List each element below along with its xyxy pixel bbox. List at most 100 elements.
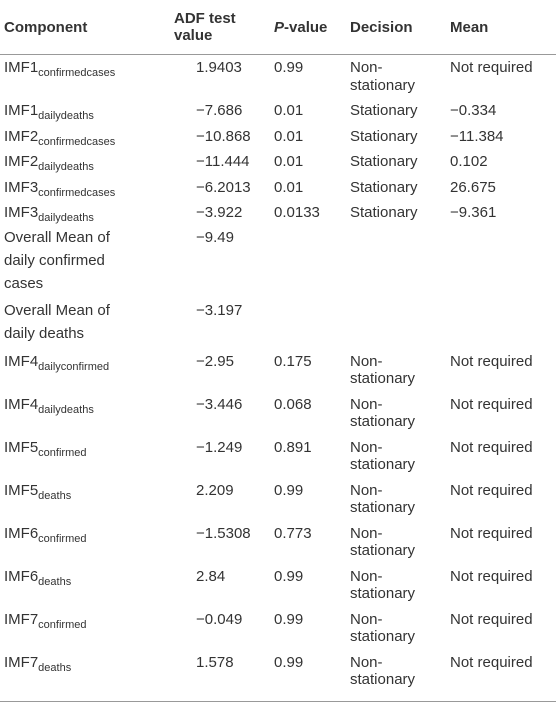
table-row: IMF2dailydeaths −11.444 0.01 Stationary 0.10…: [0, 149, 556, 175]
table-cell: Non-stationary: [350, 610, 416, 646]
component-name: IMF6: [4, 567, 39, 585]
component-name: IMF2: [4, 127, 39, 145]
table-cell: [346, 299, 446, 349]
table-cell: 0.99: [274, 567, 304, 585]
header-cell: Component: [0, 0, 170, 55]
table-cell: [346, 226, 446, 299]
component-name: IMF4: [4, 395, 39, 413]
table-cell: Not required: [450, 352, 533, 370]
table-cell: IMF1dailydeaths: [0, 98, 170, 124]
component-subscript: dailydeaths: [38, 212, 94, 224]
table-cell: Non-stationary: [350, 59, 416, 94]
table-cell: IMF4dailyconfirmed: [0, 349, 170, 392]
table-cell: Not required: [450, 610, 533, 628]
table-cell: −2.95: [196, 352, 234, 370]
table-cell: 0.0133: [274, 204, 320, 221]
component-subscript: confirmed: [38, 618, 87, 631]
component-subscript: confirmedcases: [38, 67, 116, 79]
component-subscript: deaths: [38, 575, 72, 588]
table-cell: Not required: [450, 59, 533, 76]
component-name: IMF1: [4, 102, 39, 119]
table-cell: IMF6confirmed: [0, 521, 170, 564]
table-row: IMF6deaths 2.84 0.99 Non-stationary Not requ…: [0, 564, 556, 607]
table-cell: Non-stationary: [350, 438, 416, 474]
table-cell: Overall Mean of daily deaths: [0, 299, 170, 349]
header-text: -value: [284, 18, 328, 36]
component-name: IMF5: [4, 481, 39, 499]
component-subscript: confirmed: [38, 446, 87, 459]
table-cell: IMF4dailydeaths: [0, 392, 170, 435]
table-cell: 0.175: [274, 352, 312, 370]
table-row: IMF1confirmedcases 1.9403 0.99 Non-stationa…: [0, 55, 556, 99]
component-name: IMF5: [4, 438, 39, 456]
table-cell: 0.99: [274, 481, 304, 499]
component-name: IMF6: [4, 524, 39, 542]
header-cell: ADF test value: [170, 0, 270, 55]
component-subscript: confirmedcases: [38, 186, 116, 199]
component-subscript: dailydeaths: [38, 403, 94, 416]
table-cell: [446, 299, 556, 349]
header-cell: P-value: [270, 0, 346, 55]
table-cell: −3.922: [196, 204, 243, 221]
table-cell: 0.99: [274, 610, 304, 628]
table-cell: 0.99: [270, 649, 346, 702]
table-cell: −1.249: [196, 438, 243, 456]
table-cell: Not required: [450, 481, 533, 499]
table-cell: 0.773: [274, 524, 312, 542]
table-row: Overall Mean of daily confirmed cases −9.…: [0, 226, 556, 299]
table-cell: Non-stationary: [350, 567, 416, 603]
table-row: IMF3confirmedcases −6.2013 0.01 Stationary 2…: [0, 175, 556, 201]
table-cell: [270, 299, 346, 349]
table-cell: Non-stationary: [346, 649, 446, 702]
header-italic: P: [274, 18, 285, 36]
table-cell: IMF5deaths: [0, 478, 170, 521]
component-subscript: dailydeaths: [38, 110, 94, 122]
table-row: IMF2confirmedcases −10.868 0.01 Stationary −…: [0, 124, 556, 150]
table-cell: Overall Mean of daily confirmed cases: [0, 226, 170, 299]
table-cell: −9.49: [196, 228, 234, 246]
table-cell: 1.9403: [196, 59, 242, 76]
table-row: IMF6confirmed −1.5308 0.773 Non-stationary N…: [0, 521, 556, 564]
table-cell: IMF3dailydeaths: [0, 200, 170, 226]
table-cell: IMF5confirmed: [0, 435, 170, 478]
component-subscript: confirmedcases: [38, 135, 116, 148]
component-subscript: deaths: [38, 661, 72, 674]
table-cell: 0.102: [450, 153, 488, 170]
table-cell: 0.99: [274, 59, 304, 76]
table-row: Overall Mean of daily deaths −3.197: [0, 299, 556, 349]
table-cell: [270, 226, 346, 299]
table-row: IMF4dailyconfirmed −2.95 0.175 Non-stationa…: [0, 349, 556, 392]
table-cell: Stationary: [350, 204, 418, 221]
component-name: IMF7: [4, 610, 39, 628]
table-cell: 1.578: [170, 649, 270, 702]
table-row: IMF4dailydeaths −3.446 0.068 Non-stationary…: [0, 392, 556, 435]
table-cell: 0.01: [274, 102, 304, 119]
table-cell: Non-stationary: [350, 481, 416, 517]
table-cell: IMF2confirmedcases: [0, 124, 170, 150]
table-cell: 26.675: [450, 178, 496, 196]
table-cell: −11.384: [450, 127, 504, 145]
component-name: IMF2: [4, 153, 39, 170]
table-cell: −11.444: [196, 153, 250, 170]
table-row: IMF7confirmed −0.049 0.99 Non-stationary Not…: [0, 607, 556, 650]
component-name: Overall Mean of daily deaths: [4, 301, 110, 342]
table-cell: −10.868: [196, 127, 251, 145]
table-cell: 0.01: [274, 153, 304, 170]
component-name: Overall Mean of daily confirmed cases: [4, 228, 110, 292]
component-subscript: dailydeaths: [38, 161, 94, 173]
table-cell: Non-stationary: [350, 395, 416, 431]
table-row: IMF5confirmed −1.249 0.891 Non-stationary No…: [0, 435, 556, 478]
component-subscript: dailyconfirmed: [38, 360, 110, 373]
table-cell: Stationary: [350, 127, 418, 145]
table-cell: IMF2dailydeaths: [0, 149, 170, 175]
table-cell: Not required: [450, 395, 533, 413]
table-cell: 0.01: [274, 178, 304, 196]
table-cell: −3.446: [196, 395, 243, 413]
table-row: IMF1dailydeaths −7.686 0.01 Stationary −0.33…: [0, 98, 556, 124]
table-cell: Non-stationary: [350, 524, 416, 560]
component-subscript: deaths: [38, 489, 72, 502]
table-cell: Not required: [446, 649, 556, 702]
table-cell: Not required: [450, 524, 533, 542]
table-cell: IMF7confirmed: [0, 607, 170, 650]
table-cell: 0.891: [274, 438, 312, 456]
